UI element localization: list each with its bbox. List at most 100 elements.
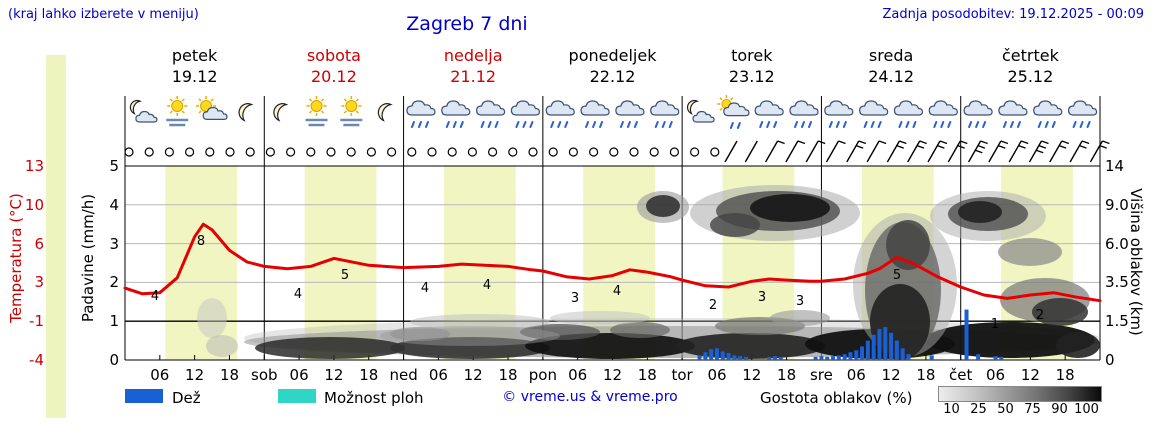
temperature-line <box>123 222 1102 303</box>
weather-icon-rain <box>998 100 1028 128</box>
x-tick: 06 <box>289 366 309 384</box>
weather-icon-rain <box>580 100 610 128</box>
precip-tick: 2 <box>109 273 119 292</box>
rain-legend-label: Dež <box>172 389 201 407</box>
svg-text:4: 4 <box>294 287 302 302</box>
cloud-density-scale <box>938 386 1102 402</box>
cloud-height-tick: 0 <box>1105 351 1115 369</box>
density-tick: 50 <box>997 402 1014 417</box>
day-date: 23.12 <box>728 67 775 86</box>
x-tick: 18 <box>777 366 797 384</box>
weather-icon-rain <box>789 100 819 128</box>
day-date: 20.12 <box>310 67 357 86</box>
rain-legend-swatch <box>125 389 163 403</box>
x-tick: 18 <box>498 366 518 384</box>
weather-icon-rain <box>928 100 958 128</box>
weather-icon-rain <box>1033 100 1063 128</box>
weather-icon-rain <box>963 100 993 128</box>
weather-icon-fog-sun <box>340 96 363 127</box>
density-tick: 25 <box>970 402 987 417</box>
precip-bars <box>697 309 1004 360</box>
svg-text:5: 5 <box>893 268 901 283</box>
temp-value-labels: 4 8 4 5 4 4 3 4 2 3 3 5 1 2 <box>151 234 1044 332</box>
cloud-height-tick: 1.5 <box>1105 312 1129 331</box>
weather-icon-moon-cloud <box>686 100 715 123</box>
x-tick: 12 <box>463 366 483 384</box>
day-date: 19.12 <box>171 67 218 86</box>
x-tick: sob <box>251 366 278 384</box>
weather-icon-rain <box>441 100 471 128</box>
x-tick: sre <box>809 366 833 384</box>
precip-tick: 3 <box>109 234 119 253</box>
weather-icon-rain <box>824 100 854 128</box>
cloud-height-tick: 3.5 <box>1105 273 1129 292</box>
location-hint: (kraj lahko izberete v meniju) <box>8 7 199 22</box>
day-name: torek <box>731 46 773 65</box>
x-tick: 06 <box>985 366 1006 384</box>
x-tick: 12 <box>1020 366 1040 384</box>
weather-icon-rain <box>545 100 575 128</box>
showers-legend-label: Možnost ploh <box>324 389 424 407</box>
x-tick: 06 <box>568 366 588 384</box>
x-tick: 12 <box>602 366 623 384</box>
x-tick: 18 <box>637 366 657 384</box>
svg-text:4: 4 <box>483 278 491 293</box>
svg-text:4: 4 <box>151 289 159 304</box>
precip-tick: 1 <box>109 312 119 331</box>
cloud-height-tick: 9.0 <box>1105 195 1129 214</box>
page-title: Zagreb 7 dni <box>406 13 528 35</box>
density-tick: 90 <box>1051 402 1068 417</box>
cloud-height-tick: 6.0 <box>1105 234 1129 253</box>
weather-icon-rain <box>476 100 506 128</box>
x-tick: 12 <box>324 366 344 384</box>
x-tick: tor <box>671 366 693 384</box>
x-tick: 18 <box>1055 366 1075 384</box>
weather-icon-fog-sun <box>305 96 328 127</box>
weather-icon-rain <box>510 100 541 128</box>
x-tick: 12 <box>742 366 762 384</box>
x-tick: 06 <box>428 366 448 384</box>
x-tick: čet <box>949 366 973 384</box>
svg-text:4: 4 <box>421 281 429 296</box>
temp-tick: 13 <box>24 157 44 175</box>
weather-icon-moon <box>238 103 254 122</box>
temp-tick: 3 <box>34 273 44 292</box>
temp-tick: 10 <box>24 195 44 214</box>
x-tick: 18 <box>219 366 240 384</box>
weather-icon-rain <box>754 100 784 128</box>
credit-link[interactable]: © vreme.us & vreme.pro <box>502 389 678 405</box>
x-tick: ned <box>389 366 418 384</box>
svg-text:2: 2 <box>1036 308 1044 323</box>
weather-icon-fog-sun <box>166 96 189 127</box>
x-tick: 06 <box>846 366 866 384</box>
x-tick: 06 <box>707 366 727 384</box>
x-tick: 18 <box>359 366 379 384</box>
svg-text:3: 3 <box>758 290 766 305</box>
day-date: 22.12 <box>589 67 636 86</box>
temp-tick: -1 <box>29 312 44 331</box>
density-tick: 10 <box>943 402 960 417</box>
weather-icon-rain <box>615 100 645 128</box>
day-name: nedelja <box>443 46 503 65</box>
day-date: 25.12 <box>1007 67 1054 86</box>
day-name: četrtek <box>1001 46 1059 65</box>
precip-tick: 4 <box>109 195 119 214</box>
day-date: 21.12 <box>450 67 497 86</box>
svg-text:8: 8 <box>197 234 205 249</box>
density-tick: 100 <box>1074 402 1099 417</box>
svg-text:1: 1 <box>991 317 999 332</box>
weather-icon-rain <box>406 100 436 128</box>
precip-tick: 0 <box>109 351 119 369</box>
day-name: sobota <box>306 46 361 65</box>
temp-tick: -4 <box>29 351 44 369</box>
cloud-density-legend-label: Gostota oblakov (%) <box>760 389 913 407</box>
showers-legend-swatch <box>278 389 316 403</box>
weather-icon-rain <box>1067 100 1098 128</box>
cloud-height-tick: 14 <box>1105 157 1125 175</box>
svg-text:5: 5 <box>341 268 349 283</box>
precip-tick: 5 <box>109 157 119 175</box>
day-name: sreda <box>868 46 914 65</box>
weather-icons <box>129 95 1098 129</box>
last-update: Zadnja posodobitev: 19.12.2025 - 00:09 <box>882 7 1144 22</box>
